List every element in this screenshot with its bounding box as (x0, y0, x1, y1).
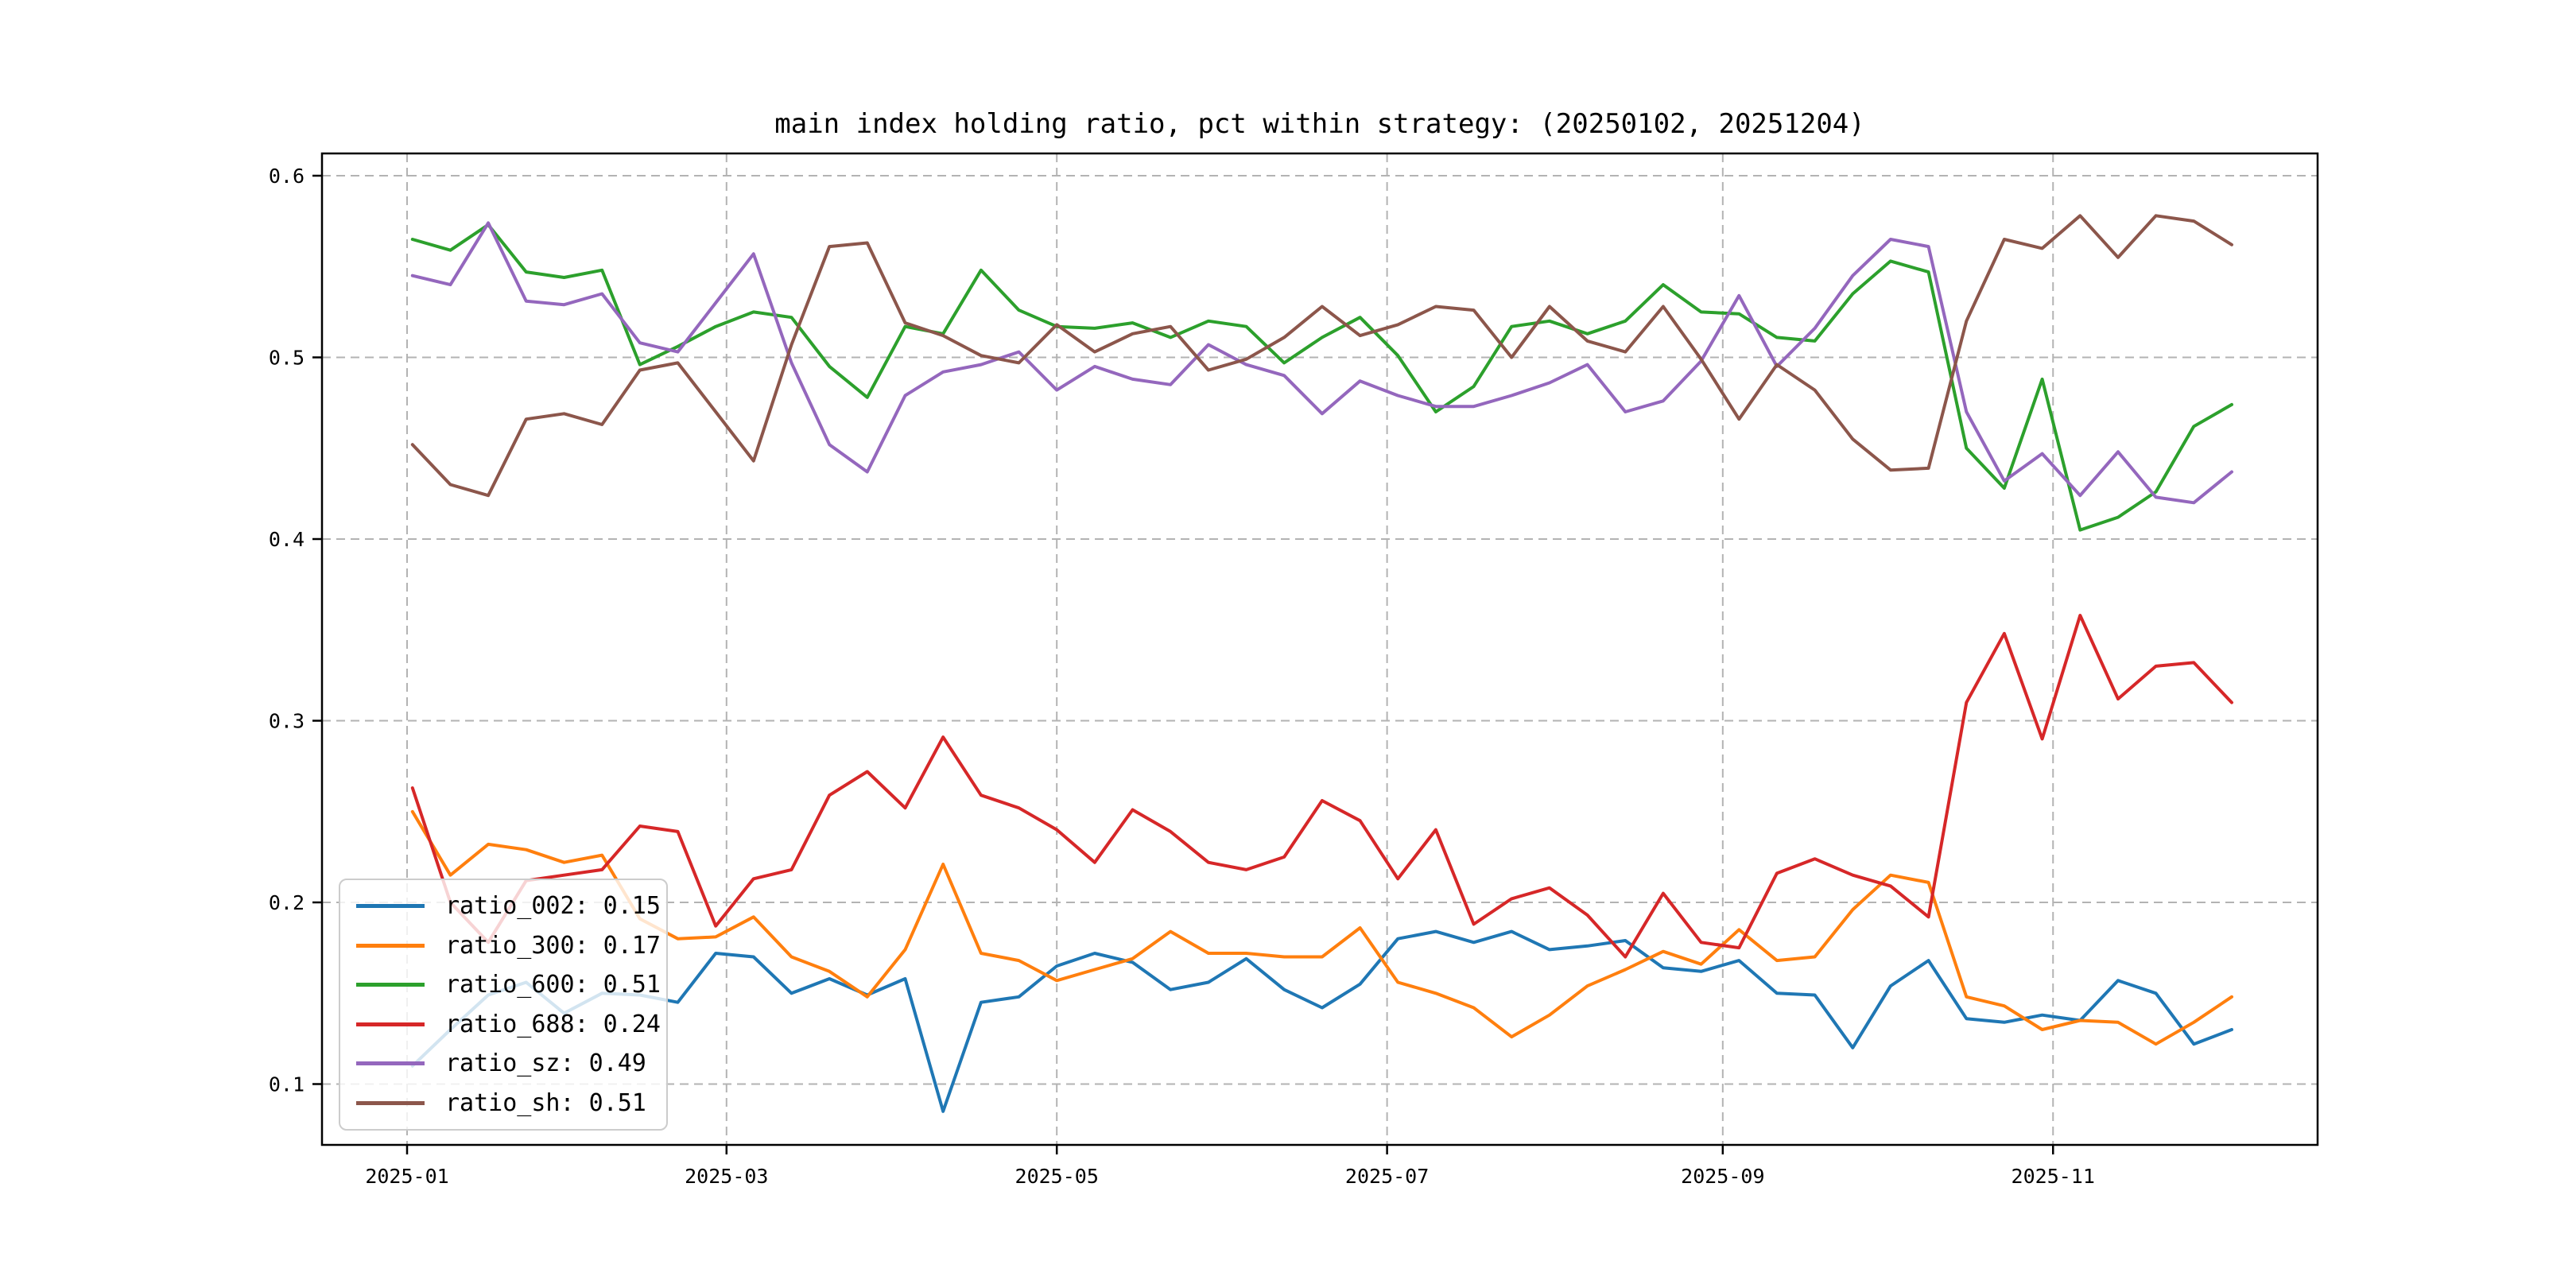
legend-label-ratio_600: ratio_600: 0.51 (445, 971, 661, 999)
y-tick-label: 0.2 (269, 891, 305, 914)
legend-label-ratio_300: ratio_300: 0.17 (445, 931, 661, 960)
y-tick-label: 0.3 (269, 710, 305, 733)
x-tick-label: 2025-01 (365, 1165, 448, 1188)
legend-item-ratio_sh: ratio_sh: 0.51 (340, 1084, 666, 1121)
x-tick-label: 2025-11 (2012, 1165, 2095, 1188)
legend-item-ratio_600: ratio_600: 0.51 (340, 967, 666, 1003)
y-tick-label: 0.6 (269, 165, 305, 188)
series-line-ratio_002 (410, 929, 2233, 1113)
legend-label-ratio_688: ratio_688: 0.24 (445, 1010, 661, 1038)
y-tick-label: 0.4 (269, 528, 305, 551)
y-tick-label: 0.1 (269, 1073, 305, 1096)
series-line-ratio_688 (410, 614, 2233, 959)
x-tick-label: 2025-05 (1015, 1165, 1099, 1188)
legend-swatch-ratio_sz (356, 1061, 425, 1066)
legend-item-ratio_002: ratio_002: 0.15 (340, 888, 666, 925)
legend-item-ratio_688: ratio_688: 0.24 (340, 1006, 666, 1042)
legend-swatch-ratio_300 (356, 943, 425, 948)
legend-label-ratio_sz: ratio_sz: 0.49 (445, 1049, 646, 1078)
series-line-ratio_sz (410, 221, 2233, 505)
legend-swatch-ratio_600 (356, 983, 425, 987)
plot-frame (320, 152, 2319, 1146)
legend-label-ratio_sh: ratio_sh: 0.51 (445, 1088, 646, 1117)
legend-item-ratio_sz: ratio_sz: 0.49 (340, 1046, 666, 1082)
chart-title: main index holding ratio, pct within str… (774, 108, 1865, 140)
legend-swatch-ratio_688 (356, 1022, 425, 1026)
legend-swatch-ratio_002 (356, 904, 425, 909)
x-tick-label: 2025-03 (685, 1165, 768, 1188)
legend-item-ratio_300: ratio_300: 0.17 (340, 927, 666, 964)
legend-label-ratio_002: ratio_002: 0.15 (445, 892, 661, 921)
series-line-ratio_sh (410, 214, 2233, 498)
legend-swatch-ratio_sh (356, 1100, 425, 1105)
series-line-ratio_300 (410, 809, 2233, 1046)
x-tick-label: 2025-07 (1345, 1165, 1429, 1188)
legend: ratio_002: 0.15 ratio_300: 0.17 ratio_600:… (339, 879, 668, 1131)
y-tick-label: 0.5 (269, 347, 305, 370)
series-line-ratio_600 (410, 223, 2233, 532)
x-tick-label: 2025-09 (1681, 1165, 1764, 1188)
